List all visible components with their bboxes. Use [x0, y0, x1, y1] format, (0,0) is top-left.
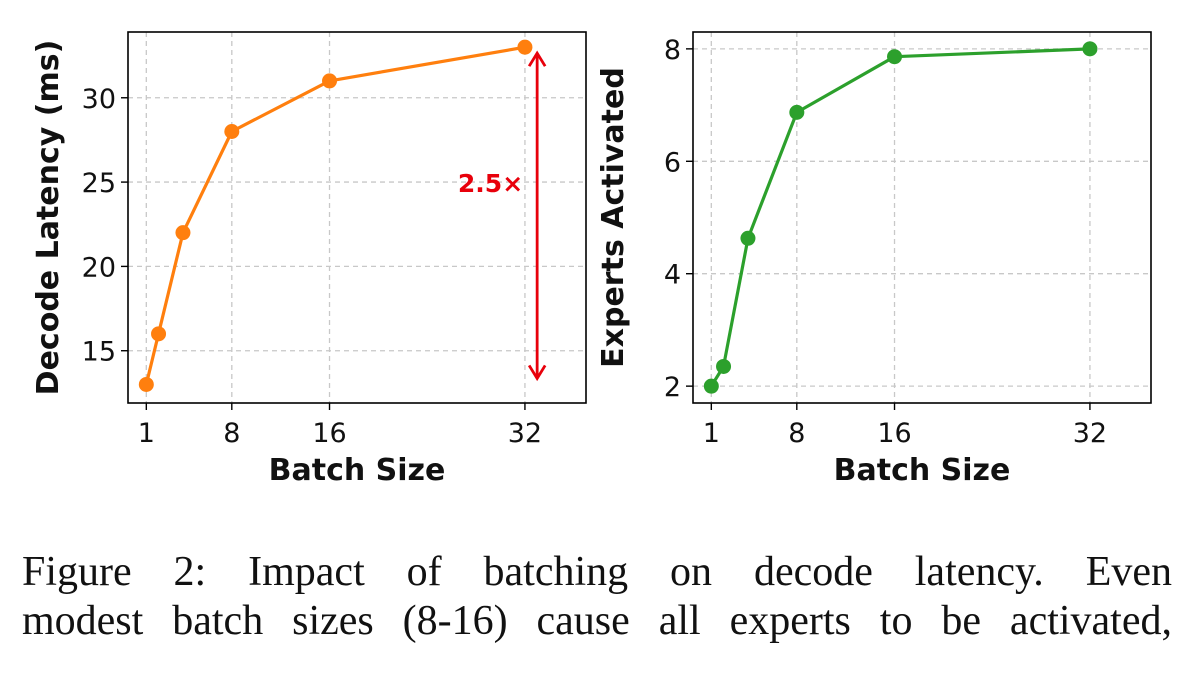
latency-point-32	[517, 39, 533, 55]
figure-caption: Figure 2: Impact of batching on decode l…	[22, 548, 1172, 646]
latency-ytick-label-15: 15	[82, 337, 116, 368]
caption-line-2: modest batch sizes (8-16) cause all expe…	[22, 598, 1172, 644]
speedup-arrow-head-top	[527, 50, 547, 67]
caption-line-1: Figure 2: Impact of batching on decode l…	[22, 549, 1172, 595]
latency-point-1	[138, 376, 154, 392]
experts-series	[703, 41, 1098, 394]
latency-xlabel: Batch Size	[269, 453, 446, 488]
latency-xtick-label-8: 8	[223, 418, 240, 449]
experts-xtick-label-8: 8	[788, 418, 805, 449]
experts-ytick-label-6: 6	[664, 147, 681, 178]
latency-series-line	[144, 45, 526, 385]
latency-ticks: 1 8 16 32 15 20 25 30	[82, 84, 542, 449]
experts-point-32	[1082, 41, 1098, 57]
latency-ytick-label-20: 20	[82, 252, 116, 283]
latency-ytick-label-25: 25	[82, 168, 116, 199]
speedup-annotation: 2.5×	[458, 50, 547, 382]
latency-grid	[128, 32, 586, 403]
latency-ylabel: Decode Latency (ms)	[31, 40, 66, 396]
experts-xtick-label-1: 1	[703, 418, 720, 449]
experts-ticks: 1 8 16 32 2 4 6 8	[664, 35, 1107, 449]
experts-xtick-label-16: 16	[877, 418, 911, 449]
latency-point-2	[151, 326, 167, 342]
latency-plot-frame	[127, 31, 587, 404]
experts-grid	[693, 32, 1151, 403]
experts-ytick-label-8: 8	[664, 35, 681, 66]
latency-chart: 2.5× 1 8 16 32 15 20 25 30 Batch Size Decode La…	[31, 31, 587, 488]
latency-xtick-label-32: 32	[508, 418, 542, 449]
experts-chart: 1 8 16 32 2 4 6 8 Batch Size Experts Activated	[596, 31, 1152, 488]
latency-xtick-label-1: 1	[138, 418, 155, 449]
latency-series	[138, 39, 533, 392]
latency-point-8	[224, 123, 240, 139]
latency-point-4	[175, 225, 191, 241]
experts-xtick-label-32: 32	[1073, 418, 1107, 449]
speedup-label: 2.5×	[458, 169, 523, 198]
experts-plot-frame	[692, 31, 1152, 404]
experts-ylabel: Experts Activated	[596, 67, 631, 368]
speedup-arrow-head-bottom	[527, 364, 547, 382]
experts-point-1	[703, 378, 719, 394]
experts-ytick-label-4: 4	[664, 260, 681, 291]
latency-xtick-label-16: 16	[312, 418, 346, 449]
latency-point-16	[322, 73, 338, 89]
experts-xlabel: Batch Size	[834, 453, 1011, 488]
experts-point-16	[887, 49, 903, 65]
experts-series-line	[709, 47, 1090, 387]
experts-point-2	[716, 358, 732, 374]
experts-ytick-label-2: 2	[664, 372, 681, 403]
experts-point-8	[789, 104, 805, 120]
experts-point-4	[740, 230, 756, 246]
latency-ytick-label-30: 30	[82, 84, 116, 115]
